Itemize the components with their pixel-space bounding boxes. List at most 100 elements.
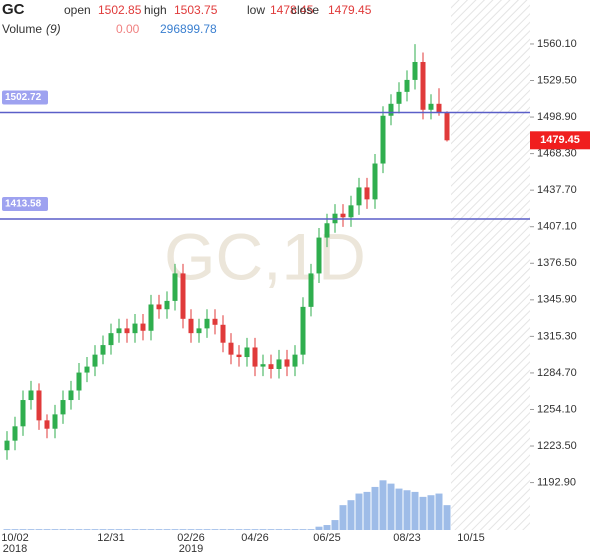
- candle-body: [268, 364, 274, 369]
- candle-body: [316, 237, 322, 274]
- candle-body: [396, 91, 402, 104]
- candle-body: [412, 61, 418, 80]
- volume-bar: [435, 493, 443, 530]
- volume-bar: [235, 529, 243, 530]
- volume-title: Volume: [2, 22, 42, 36]
- candle-body: [284, 359, 290, 367]
- candle-body: [196, 328, 202, 334]
- volume-bar: [331, 520, 339, 530]
- y-tick-label: 1407.10: [537, 221, 577, 233]
- volume-bar: [91, 529, 99, 530]
- volume-bar: [179, 529, 187, 530]
- volume-bar: [35, 529, 43, 530]
- volume-bar: [267, 529, 275, 530]
- y-tick-label: 1223.50: [537, 440, 577, 452]
- volume-bar: [243, 529, 251, 530]
- x-tick-label: 04/26: [241, 532, 269, 544]
- volume-bar: [387, 483, 395, 530]
- x-year-label: 2019: [179, 543, 203, 555]
- volume-bar: [83, 529, 91, 530]
- candle-body: [52, 414, 58, 429]
- last-price-tag: [530, 131, 590, 150]
- volume-bar: [59, 529, 67, 530]
- candle-body: [124, 328, 130, 334]
- volume-bar: [315, 526, 323, 530]
- x-tick-label: 06/25: [313, 532, 341, 544]
- candle-body: [444, 112, 450, 141]
- volume-bar: [75, 529, 83, 530]
- y-tick-label: 1192.90: [537, 476, 576, 488]
- candle-body: [140, 323, 146, 331]
- volume-bar: [363, 491, 371, 530]
- y-tick-label: 1315.30: [537, 330, 577, 342]
- price-line-tag: [2, 90, 48, 105]
- volume-bar: [427, 495, 435, 530]
- candle-body: [100, 345, 106, 355]
- volume-bar: [443, 505, 451, 530]
- candle-body: [116, 328, 122, 334]
- candle-body: [60, 400, 66, 415]
- close-label: close: [291, 3, 319, 17]
- low-value: 1478.45: [270, 3, 314, 17]
- candle-body: [356, 187, 362, 206]
- volume-bar: [155, 529, 163, 530]
- volume-bar: [43, 529, 51, 530]
- volume-bar: [291, 529, 299, 530]
- open-value: 1502.85: [98, 3, 142, 17]
- volume-bar: [419, 496, 427, 530]
- volume-bar: [227, 529, 235, 530]
- candle-body: [276, 359, 282, 369]
- volume-bar: [307, 529, 315, 530]
- candle-body: [436, 103, 442, 113]
- candle-body: [132, 323, 138, 334]
- candle-body: [380, 115, 386, 164]
- candle-body: [420, 61, 426, 110]
- x-tick-label: 02/26: [177, 532, 205, 544]
- candle-body: [188, 318, 194, 334]
- candle-body: [388, 103, 394, 116]
- watermark: GC,1D: [164, 219, 366, 293]
- y-tick-label: 1284.70: [537, 367, 577, 379]
- y-tick-label: 1529.50: [537, 74, 577, 86]
- low-label: low: [247, 3, 265, 17]
- candle-body: [156, 304, 162, 310]
- price-line-label: 1502.72: [5, 92, 42, 103]
- candle-body: [220, 324, 226, 343]
- volume-bar: [219, 529, 227, 530]
- volume-bar: [259, 529, 267, 530]
- candle-body: [172, 273, 178, 301]
- candle-body: [364, 187, 370, 200]
- candle-body: [308, 273, 314, 307]
- volume-ma: 296899.78: [160, 22, 217, 36]
- candle-body: [12, 426, 18, 441]
- candle-body: [148, 304, 154, 331]
- candle-body: [372, 163, 378, 200]
- volume-bar: [123, 529, 131, 530]
- volume-bar: [19, 529, 27, 530]
- candle-body: [404, 79, 410, 92]
- volume-bar: [131, 529, 139, 530]
- y-tick-label: 1468.30: [537, 148, 577, 160]
- candle-body: [20, 400, 26, 427]
- candle-body: [428, 103, 434, 110]
- volume-bar: [395, 488, 403, 530]
- candle-body: [244, 347, 250, 358]
- open-label: open: [64, 3, 91, 17]
- candle-body: [28, 390, 34, 401]
- volume-bar: [275, 529, 283, 530]
- x-tick-label: 10/02: [1, 532, 29, 544]
- volume-bar: [115, 529, 123, 530]
- candle-body: [84, 366, 90, 373]
- volume-bar: [67, 529, 75, 530]
- volume-bar: [27, 529, 35, 530]
- candle-body: [252, 347, 258, 367]
- volume-bar: [299, 529, 307, 530]
- future-area: [451, 0, 530, 530]
- candle-body: [228, 342, 234, 355]
- volume-bar: [379, 480, 387, 530]
- volume-change: 0.00: [116, 22, 140, 36]
- volume-bar: [139, 529, 147, 530]
- volume-bar: [251, 529, 259, 530]
- price-line-label: 1413.58: [5, 199, 42, 210]
